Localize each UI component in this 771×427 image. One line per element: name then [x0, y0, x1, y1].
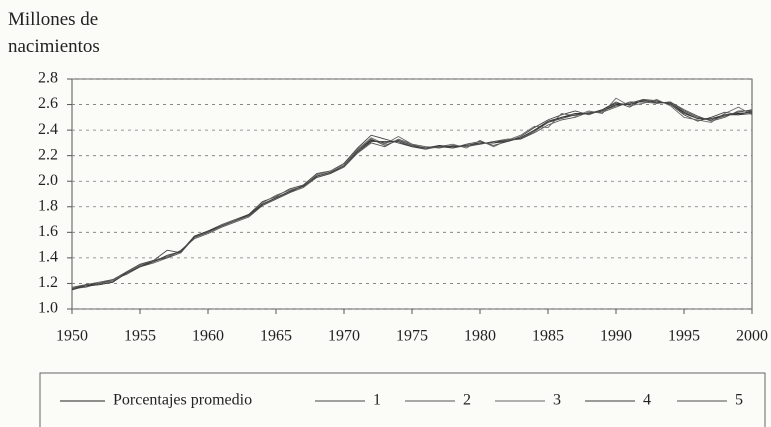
y-tick-label: 2.2	[38, 146, 58, 163]
y-tick-label: 1.4	[38, 249, 58, 266]
y-tick-label: 2.0	[38, 172, 58, 189]
x-tick-label: 1955	[124, 328, 156, 345]
series-line	[71, 98, 753, 291]
series-line	[71, 100, 753, 290]
series-line	[71, 98, 753, 289]
series-line	[71, 97, 753, 290]
x-tick-label: 1995	[668, 328, 700, 345]
y-tick-label: 1.2	[38, 274, 58, 291]
y-tick-label: 1.8	[38, 197, 58, 214]
legend-label: Porcentajes promedio	[113, 392, 252, 409]
x-tick-label: 1975	[396, 328, 428, 345]
legend-label: 5	[735, 392, 743, 409]
x-tick-label: 1970	[328, 328, 360, 345]
legend-label: 1	[373, 392, 381, 409]
y-tick-label: 1.0	[38, 300, 58, 317]
x-tick-label: 1960	[192, 328, 224, 345]
legend-label: 3	[553, 392, 561, 409]
series-line	[71, 101, 752, 288]
y-tick-label: 2.8	[38, 70, 58, 87]
x-tick-label: 1965	[260, 328, 292, 345]
x-tick-label: 1950	[56, 328, 88, 345]
x-tick-label: 1990	[600, 328, 632, 345]
legend-label: 2	[463, 392, 471, 409]
legend-label: 4	[643, 392, 651, 409]
y-axis-title: Millones de nacimientos	[8, 9, 100, 57]
y-tick-label: 2.6	[38, 95, 58, 112]
series-line	[71, 100, 753, 291]
x-tick-label: 1985	[532, 328, 564, 345]
y-tick-label: 2.4	[38, 121, 58, 138]
x-tick-label: 2000	[736, 328, 768, 345]
x-tick-label: 1980	[464, 328, 496, 345]
plot-frame	[71, 78, 753, 310]
legend-box	[39, 372, 766, 427]
y-tick-label: 1.6	[38, 223, 58, 240]
